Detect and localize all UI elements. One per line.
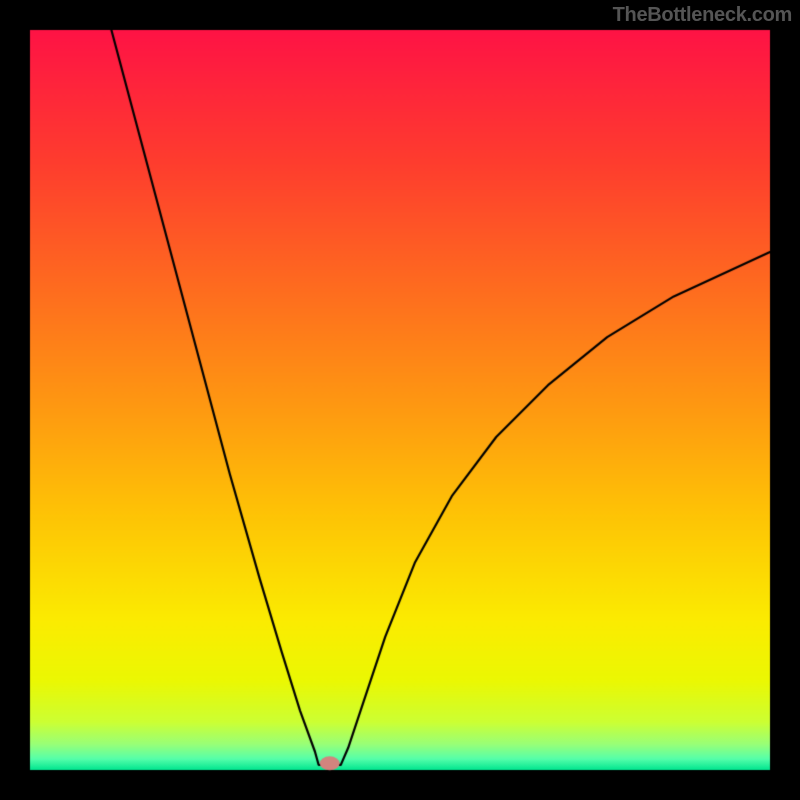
watermark-text: TheBottleneck.com xyxy=(613,4,792,27)
bottleneck-chart-canvas xyxy=(0,0,800,800)
